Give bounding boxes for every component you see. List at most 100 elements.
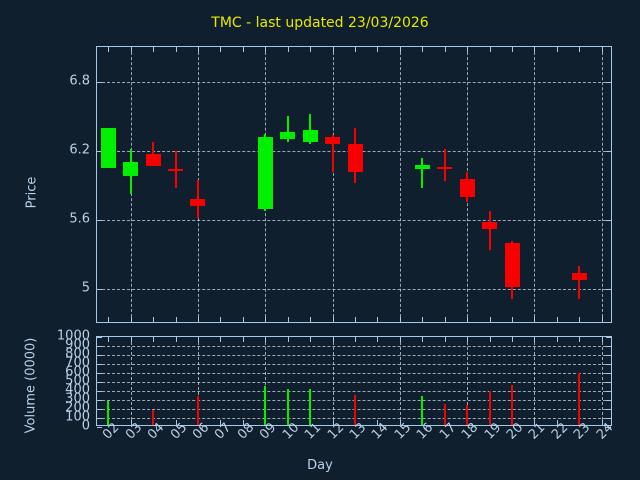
candlestick: [280, 47, 296, 324]
day-tick: [534, 47, 536, 52]
candlestick: [190, 47, 206, 324]
candle-body: [257, 137, 273, 209]
candlestick: [168, 47, 184, 324]
volume-gridline: [97, 382, 611, 383]
day-axis-labels: 02 03 04 05 06 07 08 09 10 11 12 13 14 15 16 17 18 19 20 21…: [0, 420, 640, 470]
price-tick: [606, 150, 611, 152]
candlestick: [123, 47, 139, 324]
volume-tick: [606, 364, 611, 365]
price-tick: [97, 81, 102, 83]
volume-bar: [264, 386, 267, 425]
day-tick: [444, 337, 446, 342]
day-tick: [556, 420, 558, 425]
price-tick-label: 6.8: [69, 73, 90, 89]
day-tick: [512, 47, 514, 52]
day-tick: [601, 317, 603, 322]
volume-bar: [488, 390, 491, 425]
volume-tick: [97, 391, 102, 392]
candle-wick: [286, 116, 289, 142]
price-axis-labels: 6.8 6.2 5.6 5: [36, 46, 90, 323]
candle-body: [145, 154, 161, 166]
volume-tick: [606, 373, 611, 374]
volume-tick: [97, 364, 102, 365]
day-tick: [287, 47, 289, 52]
day-tick: [108, 337, 110, 342]
day-tick: [332, 337, 334, 342]
day-tick: [399, 317, 401, 322]
volume-tick: [606, 427, 611, 428]
day-tick: [556, 47, 558, 52]
volume-tick-label: 600: [65, 364, 90, 380]
day-tick: [153, 337, 155, 342]
candle-body: [347, 143, 363, 172]
candle-body: [414, 164, 430, 170]
day-tick: [377, 337, 379, 342]
day-tick: [175, 47, 177, 52]
volume-tick: [97, 355, 102, 356]
volume-tick: [97, 382, 102, 383]
volume-bar: [286, 389, 289, 425]
day-tick: [467, 47, 469, 52]
volume-bar: [196, 396, 199, 425]
price-tick-label: 5.6: [69, 211, 90, 227]
day-tick: [287, 317, 289, 322]
day-tick: [534, 420, 536, 425]
day-tick: [399, 420, 401, 425]
day-tick: [512, 317, 514, 322]
volume-axis-labels: 1000 900 800 700 600 500 400 300 200 100 0: [36, 329, 90, 434]
volume-tick: [97, 373, 102, 374]
candle-body: [459, 178, 475, 198]
candlestick: [482, 47, 498, 324]
volume-bar: [107, 400, 110, 425]
volume-bar: [466, 405, 469, 425]
candlestick: [100, 47, 116, 324]
day-tick: [399, 337, 401, 342]
day-tick: [579, 337, 581, 342]
candlestick: [571, 47, 587, 324]
candle-body: [100, 127, 116, 169]
volume-tick-label: 0: [81, 418, 90, 434]
price-plot-area: [96, 46, 612, 323]
day-tick: [444, 47, 446, 52]
volume-tick-label: 800: [65, 346, 90, 362]
day-tick: [310, 337, 312, 342]
volume-gridline: [97, 355, 611, 356]
day-tick: [175, 420, 177, 425]
day-tick: [332, 47, 334, 52]
volume-tick: [97, 418, 102, 419]
day-tick: [422, 337, 424, 342]
day-tick: [197, 337, 199, 342]
day-tick: [130, 337, 132, 342]
day-tick: [377, 420, 379, 425]
candlestick: [459, 47, 475, 324]
day-tick: [153, 47, 155, 52]
candle-wick: [488, 210, 491, 251]
candle-body: [437, 167, 453, 170]
day-tick: [467, 337, 469, 342]
day-tick: [242, 337, 244, 342]
day-tick: [489, 337, 491, 342]
day-tick: [310, 317, 312, 322]
day-tick: [355, 47, 356, 52]
day-tick: [399, 47, 401, 52]
volume-tick: [606, 337, 611, 338]
candle-body: [123, 162, 139, 177]
day-tick: [489, 317, 491, 322]
day-tick: [355, 337, 356, 342]
day-tick: [512, 337, 514, 342]
day-tick: [377, 47, 379, 52]
day-tick: [220, 317, 222, 322]
volume-tick-label: 100: [65, 409, 90, 425]
day-tick: [108, 317, 110, 322]
day-tick: [556, 337, 558, 342]
volume-tick: [606, 400, 611, 401]
candle-body: [190, 199, 206, 207]
day-tick: [197, 317, 199, 322]
volume-tick-label: 200: [65, 400, 90, 416]
candle-wick: [196, 179, 199, 218]
day-tick: [153, 317, 155, 322]
day-tick: [422, 47, 424, 52]
candlestick: [347, 47, 363, 324]
day-gridline: [534, 47, 536, 322]
